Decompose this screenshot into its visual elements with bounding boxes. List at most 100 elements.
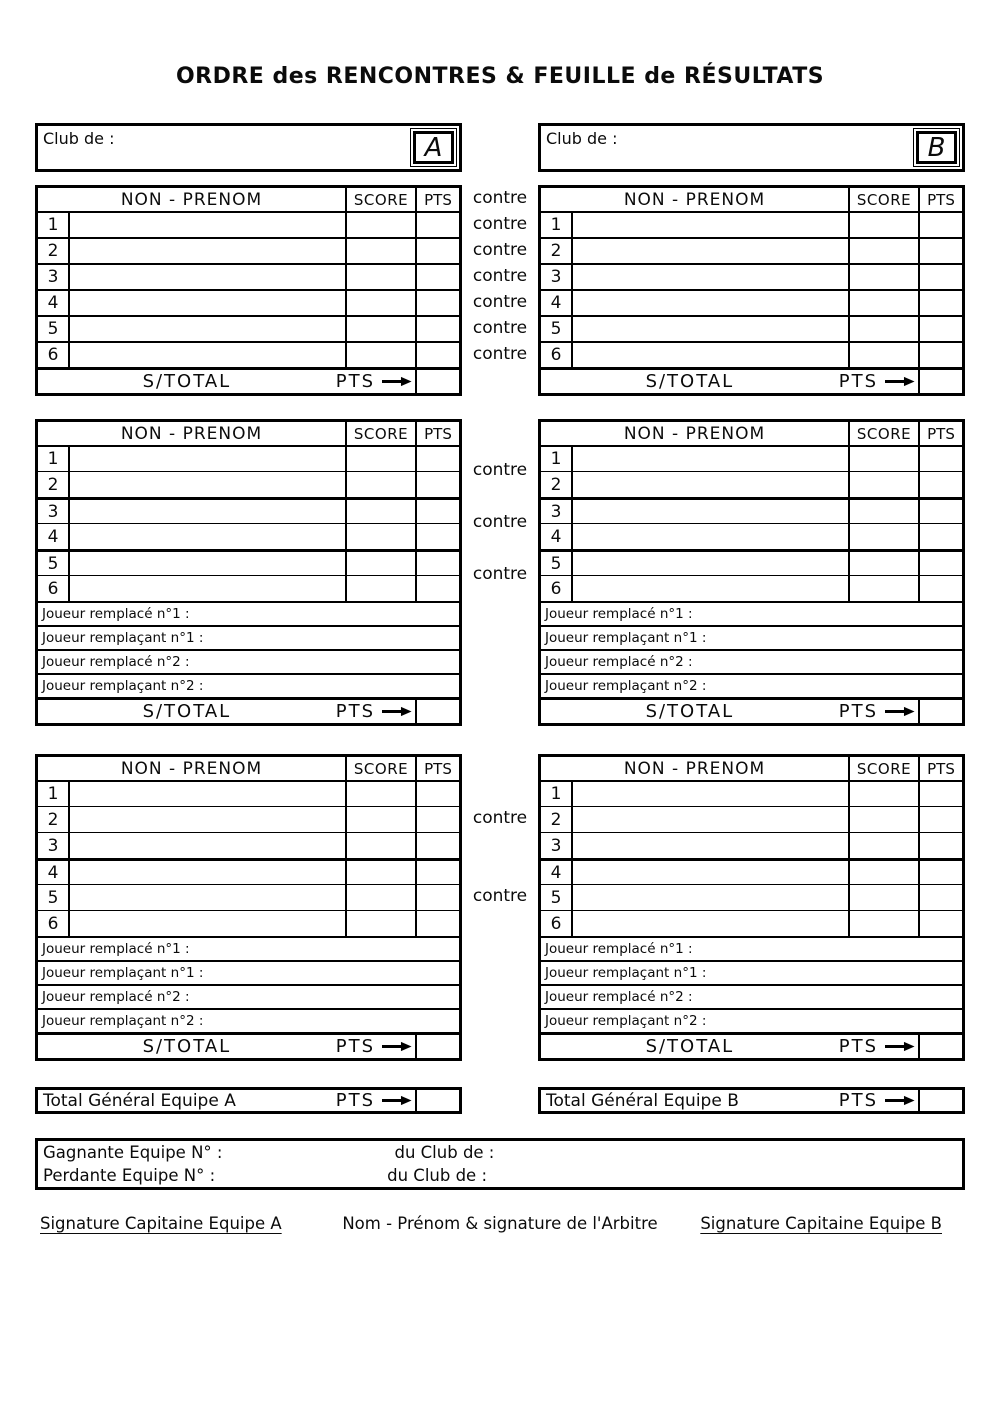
pts-field[interactable] [415,807,459,832]
pts-field[interactable] [415,447,459,471]
score-field[interactable] [345,911,415,936]
player-name-field[interactable] [573,911,848,936]
pts-field[interactable] [918,213,962,237]
player-name-field[interactable] [573,524,848,549]
replacement-player-field[interactable]: Joueur remplacé n°1 : [545,941,693,957]
player-name-field[interactable] [70,782,345,806]
club-b-name-field[interactable] [617,126,962,169]
pts-field[interactable] [415,472,459,497]
score-field[interactable] [848,265,918,289]
pts-field[interactable] [918,524,962,549]
player-name-field[interactable] [70,472,345,497]
pts-field[interactable] [415,239,459,263]
score-field[interactable] [345,807,415,832]
score-field[interactable] [848,472,918,497]
player-name-field[interactable] [70,885,345,910]
replacement-player-field[interactable]: Joueur remplaçant n°2 : [42,678,204,694]
score-field[interactable] [345,576,415,601]
player-name-field[interactable] [70,911,345,936]
replacement-player-field[interactable]: Joueur remplaçant n°1 : [545,630,707,646]
player-name-field[interactable] [573,472,848,497]
subtotal-pts-field[interactable] [918,1035,962,1058]
replacement-player-field[interactable]: Joueur remplacé n°2 : [545,989,693,1005]
winner-club-name-field[interactable] [494,1141,962,1164]
subtotal-pts-field[interactable] [918,700,962,723]
pts-field[interactable] [918,885,962,910]
pts-field[interactable] [415,552,459,575]
player-name-field[interactable] [573,782,848,806]
replacement-player-field[interactable]: Joueur remplaçant n°1 : [42,965,204,981]
player-name-field[interactable] [70,213,345,237]
pts-field[interactable] [415,576,459,601]
score-field[interactable] [848,807,918,832]
player-name-field[interactable] [70,317,345,341]
player-name-field[interactable] [70,291,345,315]
score-field[interactable] [345,500,415,523]
score-field[interactable] [345,552,415,575]
pts-field[interactable] [415,265,459,289]
pts-field[interactable] [918,861,962,884]
score-field[interactable] [345,239,415,263]
score-field[interactable] [848,291,918,315]
score-field[interactable] [848,343,918,367]
pts-field[interactable] [415,861,459,884]
player-name-field[interactable] [573,317,848,341]
score-field[interactable] [848,447,918,471]
replacement-player-field[interactable]: Joueur remplacé n°1 : [42,941,190,957]
pts-field[interactable] [415,291,459,315]
pts-field[interactable] [415,885,459,910]
score-field[interactable] [848,833,918,858]
player-name-field[interactable] [573,552,848,575]
score-field[interactable] [848,213,918,237]
pts-field[interactable] [918,265,962,289]
player-name-field[interactable] [573,807,848,832]
pts-field[interactable] [415,911,459,936]
score-field[interactable] [345,472,415,497]
subtotal-pts-field[interactable] [415,370,459,393]
score-field[interactable] [848,911,918,936]
subtotal-pts-field[interactable] [415,700,459,723]
player-name-field[interactable] [573,213,848,237]
replacement-player-field[interactable]: Joueur remplacé n°1 : [545,606,693,622]
player-name-field[interactable] [573,291,848,315]
player-name-field[interactable] [573,500,848,523]
replacement-player-field[interactable]: Joueur remplaçant n°2 : [545,678,707,694]
replacement-player-field[interactable]: Joueur remplaçant n°2 : [42,1013,204,1029]
score-field[interactable] [345,447,415,471]
player-name-field[interactable] [573,861,848,884]
score-field[interactable] [345,861,415,884]
club-a-name-field[interactable] [114,126,459,169]
score-field[interactable] [345,265,415,289]
pts-field[interactable] [918,447,962,471]
score-field[interactable] [345,213,415,237]
replacement-player-field[interactable]: Joueur remplacé n°1 : [42,606,190,622]
player-name-field[interactable] [70,552,345,575]
player-name-field[interactable] [573,265,848,289]
pts-field[interactable] [918,343,962,367]
score-field[interactable] [848,552,918,575]
score-field[interactable] [848,861,918,884]
pts-field[interactable] [415,500,459,523]
pts-field[interactable] [918,807,962,832]
pts-field[interactable] [415,833,459,858]
score-field[interactable] [848,524,918,549]
score-field[interactable] [848,500,918,523]
pts-field[interactable] [918,782,962,806]
winner-team-number-field[interactable] [222,1141,394,1164]
score-field[interactable] [345,524,415,549]
score-field[interactable] [848,317,918,341]
subtotal-pts-field[interactable] [415,1035,459,1058]
player-name-field[interactable] [70,500,345,523]
pts-field[interactable] [415,782,459,806]
score-field[interactable] [345,782,415,806]
pts-field[interactable] [918,317,962,341]
player-name-field[interactable] [70,239,345,263]
pts-field[interactable] [415,317,459,341]
player-name-field[interactable] [70,807,345,832]
score-field[interactable] [345,291,415,315]
score-field[interactable] [345,885,415,910]
pts-field[interactable] [918,833,962,858]
replacement-player-field[interactable]: Joueur remplacé n°2 : [42,989,190,1005]
pts-field[interactable] [918,911,962,936]
player-name-field[interactable] [573,885,848,910]
